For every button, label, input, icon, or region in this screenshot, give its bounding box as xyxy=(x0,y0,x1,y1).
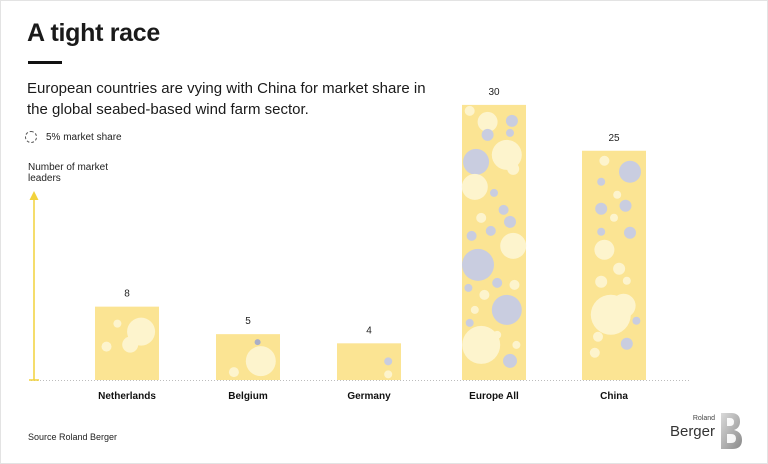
data-label: 4 xyxy=(366,325,372,336)
market-share-bubble xyxy=(245,346,276,377)
logo-b-icon xyxy=(721,413,742,449)
y-axis-arrow-icon xyxy=(29,191,39,200)
market-share-bubble xyxy=(597,177,606,186)
market-share-bubble xyxy=(595,202,608,215)
data-label: 5 xyxy=(245,316,251,327)
market-share-bubble xyxy=(492,277,503,288)
category-label: Netherlands xyxy=(98,391,156,402)
market-share-bubble xyxy=(622,276,631,285)
market-share-bubble xyxy=(113,319,122,328)
roland-berger-logo: Roland Berger xyxy=(669,412,745,452)
data-label: 8 xyxy=(124,289,130,300)
market-share-bubble xyxy=(632,316,641,325)
market-share-bubble xyxy=(491,139,522,170)
market-share-bubble xyxy=(599,155,610,166)
market-share-bubble xyxy=(463,148,490,175)
market-share-bubble xyxy=(619,199,632,212)
market-share-bubble xyxy=(101,341,112,352)
category-label: Belgium xyxy=(228,391,268,402)
market-share-bubble xyxy=(490,188,498,197)
market-share-bubble xyxy=(464,105,475,116)
title-underline xyxy=(28,61,62,64)
market-share-bubble xyxy=(122,336,139,353)
market-share-bubble xyxy=(507,162,520,175)
category-label: Europe All xyxy=(469,391,519,402)
market-share-bubble xyxy=(466,230,477,241)
market-share-bubble xyxy=(619,160,641,183)
category-label: China xyxy=(600,391,628,402)
legend-circle-icon xyxy=(25,131,37,143)
market-share-bubble xyxy=(384,357,393,366)
market-share-bubble xyxy=(491,294,522,325)
category-label: Germany xyxy=(347,391,391,402)
market-share-bubble xyxy=(481,128,494,141)
market-share-bubble xyxy=(590,294,631,335)
market-share-bubble xyxy=(503,353,517,368)
market-share-bubble xyxy=(461,173,488,200)
y-axis-label: Number of market leaders xyxy=(28,162,109,184)
market-share-bubble xyxy=(498,204,509,215)
market-share-bubble xyxy=(477,111,498,132)
market-share-bubble xyxy=(613,190,622,199)
market-share-bubble xyxy=(254,339,261,346)
logo-text-berger: Berger xyxy=(669,423,715,440)
market-share-bubble xyxy=(465,318,474,327)
logo-text-roland: Roland xyxy=(692,415,715,422)
market-share-bubble xyxy=(506,128,514,137)
market-share-bubble xyxy=(593,331,603,342)
market-share-bubble xyxy=(464,283,473,292)
market-share-bubble xyxy=(610,213,618,222)
chart-title: A tight race xyxy=(27,19,160,47)
data-label: 25 xyxy=(608,133,620,144)
legend-label: 5% market share xyxy=(46,131,122,143)
market-share-bubble xyxy=(384,370,393,379)
bar xyxy=(582,150,646,380)
market-share-bubble xyxy=(500,232,527,259)
market-share-bubble xyxy=(470,305,479,314)
market-share-bubble xyxy=(505,114,518,127)
market-share-bubble xyxy=(512,340,521,349)
market-share-bubble xyxy=(613,262,626,275)
market-share-bubble xyxy=(624,226,636,239)
market-share-bubble xyxy=(504,215,516,228)
market-share-bubble xyxy=(594,239,615,260)
market-share-bubble xyxy=(595,275,608,288)
market-share-bubble xyxy=(485,225,496,236)
market-share-bubble xyxy=(479,289,490,300)
data-label: 30 xyxy=(488,87,500,98)
market-share-bubble xyxy=(462,248,494,281)
chart-subtitle: European countries are vying with China … xyxy=(27,80,426,118)
market-share-bubble xyxy=(476,212,487,223)
market-share-bubble xyxy=(589,347,600,358)
market-share-bubble xyxy=(462,325,501,364)
market-share-bubble xyxy=(509,279,520,290)
source-note: Source Roland Berger xyxy=(28,432,118,442)
market-share-bubble xyxy=(597,227,606,236)
market-share-bubble xyxy=(228,367,239,378)
legend: 5% market share xyxy=(25,131,122,143)
market-share-bubble xyxy=(620,337,633,350)
